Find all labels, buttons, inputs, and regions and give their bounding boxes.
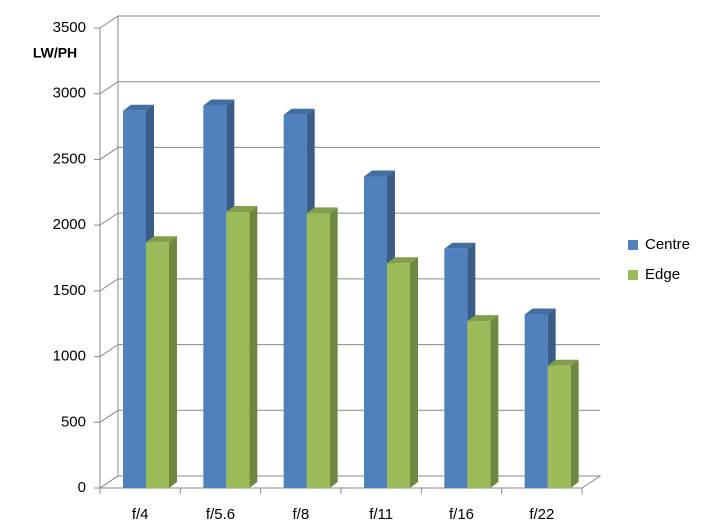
bar-side: [410, 257, 418, 488]
bar: [306, 207, 338, 489]
bar-top: [387, 257, 418, 264]
bar-front: [226, 212, 250, 488]
bar-top: [467, 315, 499, 322]
x-tick-label: f/22: [529, 506, 554, 523]
bar-front: [123, 110, 146, 489]
y-tick-label: 2000: [53, 216, 86, 233]
legend-label: Centre: [645, 236, 690, 253]
bar: [467, 315, 499, 488]
grid-line: [99, 344, 600, 357]
grid-line: [99, 212, 600, 226]
bar-front: [444, 248, 468, 488]
bar-top: [364, 170, 395, 177]
legend-label: Edge: [645, 266, 680, 283]
bar-front: [203, 105, 227, 489]
y-tick-label: 3500: [53, 19, 86, 36]
y-tick-label: 500: [61, 413, 86, 430]
bar-side: [249, 206, 258, 488]
bar-side: [169, 236, 177, 488]
bar: [226, 206, 258, 488]
bar-top: [524, 308, 556, 315]
bar-front: [387, 263, 410, 488]
bar: [387, 257, 418, 488]
y-tick-label: 3000: [53, 85, 86, 102]
bar-top: [283, 108, 315, 115]
bar-top: [203, 99, 235, 106]
bar: [146, 236, 177, 488]
bar-front: [364, 176, 387, 488]
x-tick-label: f/8: [292, 506, 309, 523]
bar-side: [490, 315, 499, 488]
grid-line: [99, 409, 600, 423]
y-tick-label: 2500: [53, 150, 86, 167]
grid-line: [99, 15, 600, 29]
bar-front: [283, 114, 307, 488]
grid-line: [99, 146, 600, 160]
x-tick-label: f/5.6: [206, 506, 235, 523]
grid-line: [99, 278, 600, 292]
x-tick-label: f/16: [449, 506, 474, 523]
bar-front: [524, 314, 548, 488]
y-tick-label: 0: [78, 479, 86, 496]
bar-top: [123, 104, 154, 111]
bar-front: [146, 242, 169, 488]
x-tick-label: f/11: [369, 506, 393, 523]
bar-top: [547, 359, 579, 366]
y-tick-label: 1000: [53, 348, 86, 365]
grid-line: [99, 475, 600, 489]
legend-swatch: [628, 240, 638, 250]
grid-line: [99, 81, 600, 95]
bar-front: [467, 321, 491, 488]
bar-top: [306, 207, 338, 214]
bar: [547, 359, 579, 488]
legend-swatch: [628, 270, 638, 280]
y-tick-label: 1500: [53, 282, 86, 299]
bar-front: [306, 213, 330, 489]
bar-side: [570, 359, 579, 488]
bar-top: [146, 236, 177, 243]
bar-top: [226, 206, 258, 212]
x-tick-label: f/4: [132, 506, 149, 523]
bar-side: [329, 207, 338, 489]
bar-front: [547, 365, 571, 488]
bar-top: [444, 242, 476, 249]
y-axis-title: LW/PH: [33, 45, 77, 61]
